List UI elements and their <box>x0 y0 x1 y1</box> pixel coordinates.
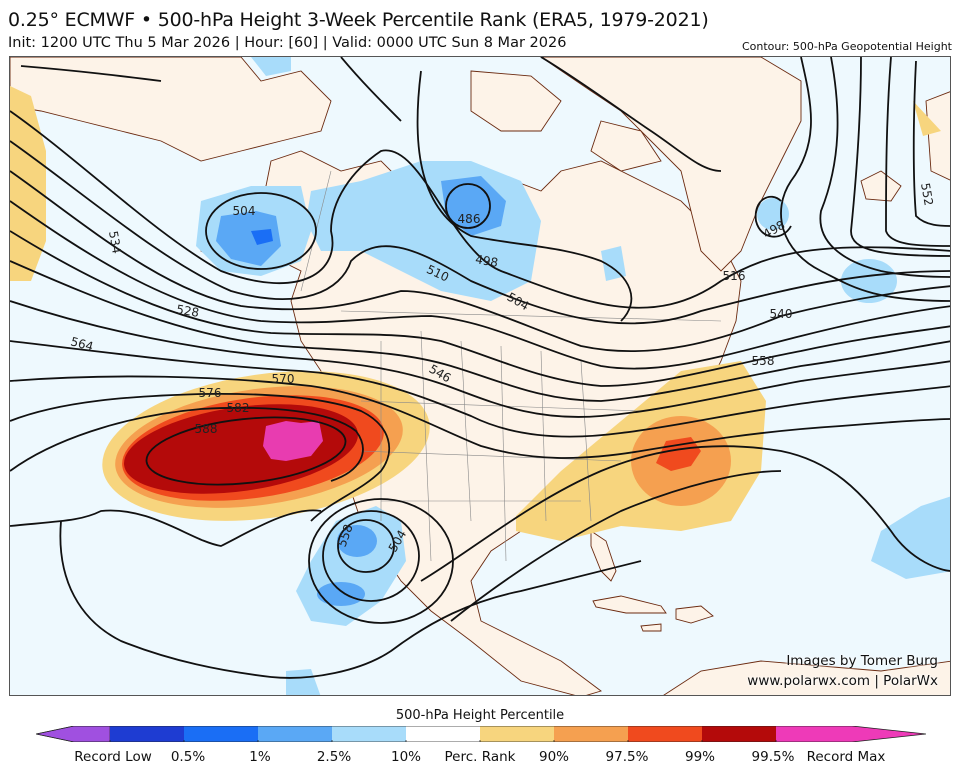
colorbar-label: 90% <box>538 749 570 765</box>
run-info: Init: 1200 UTC Thu 5 Mar 2026 | Hour: [6… <box>8 35 567 51</box>
colorbar-label: Record Max <box>806 749 886 765</box>
contour-label: 528 <box>175 302 200 320</box>
colorbar-title: 500-hPa Height Percentile <box>395 708 565 723</box>
colorbar-segment-97.5 <box>554 726 628 742</box>
contour-label: 588 <box>195 422 218 436</box>
contour-note: Contour: 500-hPa Geopotential Height <box>741 40 952 53</box>
colorbar-label: 1% <box>249 749 271 765</box>
contour-label: 540 <box>770 307 793 321</box>
colorbar-label: Record Low <box>74 749 152 765</box>
colorbar-segment-2.5 <box>258 726 332 742</box>
colorbar-label: Perc. Rank <box>444 749 516 765</box>
colorbar-segment-record-low <box>36 726 111 742</box>
contour-label: 534 <box>106 230 124 255</box>
percentile-shading <box>10 57 950 695</box>
contour-label: 552 <box>918 182 936 207</box>
land-layer <box>10 57 950 695</box>
contour-label: 570 <box>272 372 295 386</box>
map-panel: 504 486 498 510 504 534 528 564 570 576 … <box>9 56 951 696</box>
colorbar-segment-10 <box>332 726 406 742</box>
contour-label: 516 <box>723 269 746 283</box>
colorbar-label: 99% <box>684 749 716 765</box>
colorbar-label: 99.5% <box>751 749 795 765</box>
colorbar-label: 0.5% <box>170 749 206 765</box>
colorbar <box>36 726 926 742</box>
colorbar-segment-0.5 <box>110 726 184 742</box>
colorbar-label: 10% <box>390 749 422 765</box>
map-canvas: 504 486 498 510 504 534 528 564 570 576 … <box>10 57 950 695</box>
colorbar-segment-record-max <box>776 726 926 742</box>
colorbar-label: 2.5% <box>316 749 352 765</box>
colorbar-segment-99.5 <box>702 726 776 742</box>
contour-label: 582 <box>227 401 250 415</box>
credit-website: www.polarwx.com | PolarWx <box>747 673 938 689</box>
map-title: 0.25° ECMWF • 500-hPa Height 3-Week Perc… <box>8 9 709 31</box>
contour-label: 504 <box>233 204 256 218</box>
colorbar-segment-1 <box>184 726 258 742</box>
colorbar-labels: Record Low 0.5% 1% 2.5% 10% Perc. Rank 9… <box>0 749 960 769</box>
contour-label: 576 <box>199 386 222 400</box>
colorbar-segment-99 <box>628 726 702 742</box>
contour-label: 564 <box>69 334 95 353</box>
contour-label: 498 <box>474 252 499 270</box>
colorbar-segment-perc-rank <box>406 726 480 742</box>
contour-label: 486 <box>458 212 481 226</box>
colorbar-segment-90 <box>480 726 554 742</box>
height-contours <box>10 57 950 679</box>
credit-author: Images by Tomer Burg <box>786 653 938 669</box>
contour-label: 558 <box>752 354 775 368</box>
colorbar-label: 97.5% <box>605 749 649 765</box>
